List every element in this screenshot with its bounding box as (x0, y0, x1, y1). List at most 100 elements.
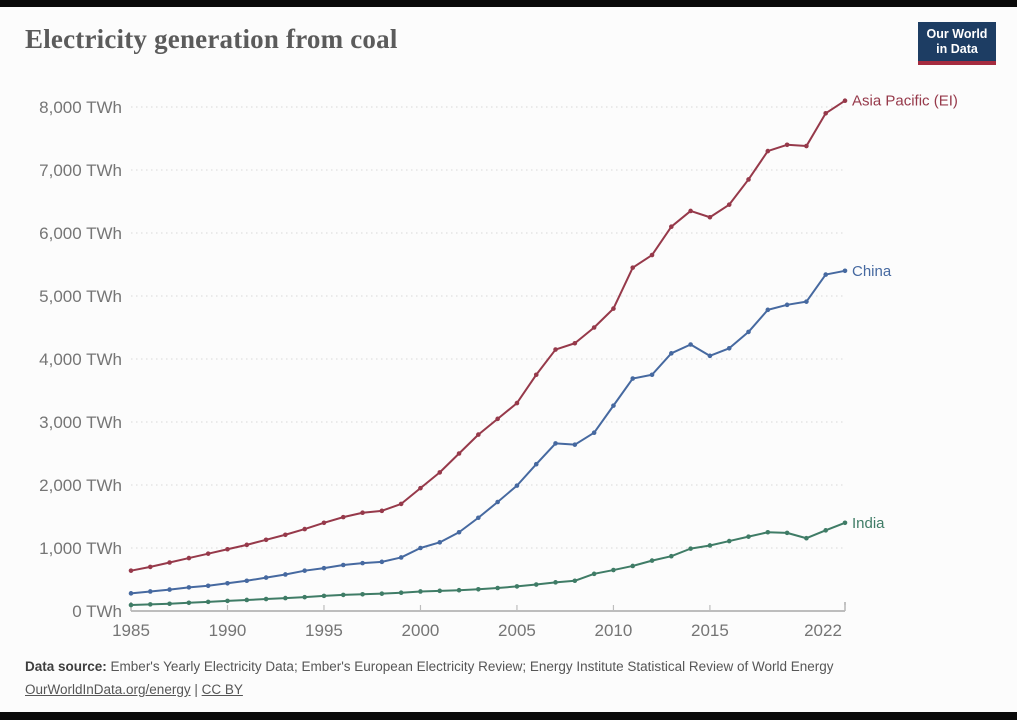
owid-energy-link[interactable]: OurWorldInData.org/energy (25, 681, 191, 697)
series-point-asia-pacific-ei-1995 (321, 520, 327, 526)
series-point-asia-pacific-ei-2015 (707, 214, 713, 220)
series-line-china[interactable] (130, 269, 846, 595)
series-point-india-1996 (340, 592, 346, 598)
series-point-china-2014 (688, 342, 693, 347)
data-source-label: Data source: (25, 659, 107, 674)
owid-logo[interactable]: Our World in Data (918, 22, 996, 65)
series-point-china-2017 (746, 329, 751, 335)
series-point-asia-pacific-ei-2001 (437, 470, 443, 475)
series-point-china-2015 (707, 353, 713, 359)
series-line-asia-pacific-ei[interactable] (130, 99, 846, 572)
series-point-india-2005 (514, 584, 520, 589)
y-tick-label-3000: 3,000 TWh (39, 413, 122, 432)
series-point-china-1986 (147, 589, 153, 594)
series-point-asia-pacific-ei-1994 (302, 526, 307, 532)
series-point-india-1989 (205, 599, 211, 605)
series-point-china-2003 (476, 515, 481, 521)
series-point-china-2002 (456, 529, 462, 535)
series-india: India (128, 515, 885, 608)
series-point-china-1999 (398, 555, 404, 560)
series-point-asia-pacific-ei-2017 (746, 177, 751, 182)
series-label-china: China (852, 263, 892, 280)
cc-by-link[interactable]: CC BY (201, 681, 243, 697)
series-point-india-2012 (649, 558, 655, 563)
series-point-asia-pacific-ei-1989 (205, 551, 211, 556)
chart-title: Electricity generation from coal (25, 24, 398, 54)
y-tick-label-7000: 7,000 TWh (39, 161, 122, 180)
series-line-india[interactable] (130, 521, 846, 607)
series-point-china-1992 (263, 575, 269, 580)
series-point-india-1986 (147, 602, 153, 607)
chart-footer: Data source: Ember's Yearly Electricity … (25, 656, 985, 702)
data-source-text: Ember's Yearly Electricity Data; Ember's… (110, 659, 834, 674)
x-tick-label-2022: 2022 (804, 621, 842, 640)
x-tick-label-1985: 1985 (112, 621, 150, 640)
series-point-asia-pacific-ei-1987 (167, 560, 172, 565)
series-point-china-2006 (533, 461, 539, 467)
series-point-india-1990 (225, 598, 230, 604)
series-point-india-1991 (244, 597, 250, 603)
series-point-india-1987 (167, 601, 172, 607)
series-point-india-1995 (321, 593, 327, 599)
series-point-india-1988 (186, 600, 192, 606)
series-point-asia-pacific-ei-2012 (649, 252, 655, 258)
series-point-india-1994 (302, 594, 307, 600)
series-point-china-2013 (669, 351, 674, 356)
series-point-china-2009 (591, 430, 597, 436)
series-point-china-1994 (302, 568, 307, 573)
series-point-china-2019 (784, 302, 790, 308)
series-point-asia-pacific-ei-1999 (398, 501, 404, 507)
series-point-asia-pacific-ei-2003 (476, 432, 481, 437)
series-point-asia-pacific-ei-2006 (533, 372, 539, 378)
series-point-asia-pacific-ei-1988 (186, 555, 192, 561)
series-point-china-2022 (842, 268, 848, 274)
series-point-india-2020 (804, 535, 809, 541)
series-point-india-2014 (688, 546, 693, 551)
series-point-asia-pacific-ei-2007 (553, 347, 558, 352)
series-point-china-2010 (611, 403, 616, 408)
series-point-asia-pacific-ei-2018 (765, 148, 771, 154)
series-point-india-2008 (572, 578, 578, 584)
data-source-line: Data source: Ember's Yearly Electricity … (25, 656, 985, 679)
series-point-asia-pacific-ei-1993 (283, 532, 288, 538)
series-point-china-2007 (553, 441, 558, 446)
series-point-india-1985 (128, 602, 134, 608)
series-point-india-2002 (456, 587, 462, 593)
series-point-india-2022 (842, 520, 848, 526)
series-point-asia-pacific-ei-1996 (340, 514, 346, 520)
series-point-asia-pacific-ei-2013 (669, 224, 674, 229)
series-point-india-2021 (823, 528, 829, 533)
y-tick-label-8000: 8,000 TWh (39, 98, 122, 117)
series-point-china-1990 (225, 580, 230, 586)
series-point-india-2017 (746, 534, 751, 539)
series-point-india-2001 (437, 588, 443, 594)
series-point-asia-pacific-ei-2011 (630, 265, 636, 270)
y-tick-label-4000: 4,000 TWh (39, 350, 122, 369)
series-point-india-2010 (611, 567, 616, 573)
series-point-india-2009 (591, 571, 597, 577)
series-point-india-2007 (553, 580, 558, 585)
series-point-india-1997 (360, 592, 365, 597)
series-point-india-1993 (283, 595, 288, 601)
series-point-china-2000 (418, 545, 423, 551)
x-tick-label-2015: 2015 (691, 621, 729, 640)
footer-links-line: OurWorldInData.org/energy | CC BY (25, 679, 985, 702)
x-tick-label-1995: 1995 (305, 621, 343, 640)
series-point-china-1985 (128, 591, 134, 596)
series-point-asia-pacific-ei-2020 (804, 143, 809, 149)
series-point-asia-pacific-ei-2000 (418, 485, 423, 491)
series-point-china-1993 (283, 572, 288, 577)
x-tick-label-2005: 2005 (498, 621, 536, 640)
x-tick-label-2010: 2010 (595, 621, 633, 640)
series-point-asia-pacific-ei-2014 (688, 208, 693, 214)
top-edge-bar (0, 0, 1017, 7)
series-point-asia-pacific-ei-1990 (225, 546, 230, 552)
series-point-asia-pacific-ei-2004 (495, 416, 500, 422)
series-label-asia-pacific-ei: Asia Pacific (EI) (852, 93, 958, 110)
series-point-asia-pacific-ei-2002 (456, 451, 462, 456)
series-point-asia-pacific-ei-1986 (147, 564, 153, 570)
series-point-china-2011 (630, 376, 636, 381)
owid-logo-accent-strip (918, 61, 996, 65)
